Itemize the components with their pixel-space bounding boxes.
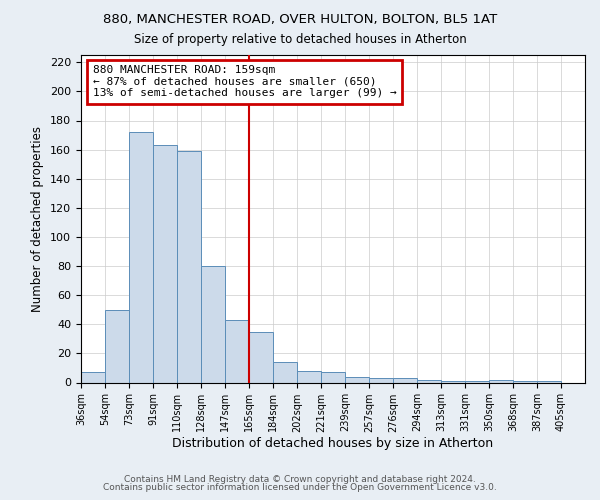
- Bar: [417, 380, 441, 382]
- Bar: [225, 320, 249, 382]
- Text: 880 MANCHESTER ROAD: 159sqm
← 87% of detached houses are smaller (650)
13% of se: 880 MANCHESTER ROAD: 159sqm ← 87% of det…: [93, 65, 397, 98]
- Bar: [369, 378, 393, 382]
- Bar: [537, 381, 561, 382]
- Bar: [201, 266, 225, 382]
- Y-axis label: Number of detached properties: Number of detached properties: [31, 126, 44, 312]
- Text: 880, MANCHESTER ROAD, OVER HULTON, BOLTON, BL5 1AT: 880, MANCHESTER ROAD, OVER HULTON, BOLTO…: [103, 12, 497, 26]
- Bar: [321, 372, 345, 382]
- Bar: [297, 371, 321, 382]
- Bar: [249, 332, 273, 382]
- Bar: [105, 310, 129, 382]
- Bar: [393, 378, 417, 382]
- Text: Contains HM Land Registry data © Crown copyright and database right 2024.: Contains HM Land Registry data © Crown c…: [124, 475, 476, 484]
- Bar: [465, 381, 489, 382]
- Text: Size of property relative to detached houses in Atherton: Size of property relative to detached ho…: [134, 32, 466, 46]
- Bar: [81, 372, 105, 382]
- Bar: [177, 151, 201, 382]
- Bar: [513, 381, 537, 382]
- X-axis label: Distribution of detached houses by size in Atherton: Distribution of detached houses by size …: [172, 438, 494, 450]
- Bar: [441, 381, 465, 382]
- Bar: [489, 380, 513, 382]
- Bar: [129, 132, 153, 382]
- Text: Contains public sector information licensed under the Open Government Licence v3: Contains public sector information licen…: [103, 484, 497, 492]
- Bar: [153, 145, 177, 382]
- Bar: [273, 362, 297, 382]
- Bar: [345, 376, 369, 382]
